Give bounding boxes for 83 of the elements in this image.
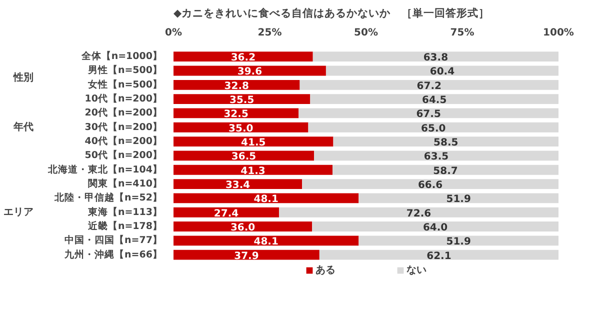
y-tick-label: 近畿【n=178】 bbox=[86, 220, 163, 232]
chart-title: ◆カニをきれいに食べる自信はあるかないか ［単一回答形式］ bbox=[174, 6, 490, 20]
y-tick-label: 40代【n=200】 bbox=[84, 135, 163, 148]
bar bbox=[314, 150, 558, 161]
y-tick-label: 全体【n=1000】 bbox=[80, 50, 163, 62]
x-tick-label: 0% bbox=[165, 28, 182, 38]
bar bbox=[278, 207, 558, 218]
data-label: 48.1 bbox=[254, 236, 278, 248]
y-tick-label: 北陸・甲信越【n=52】 bbox=[54, 192, 163, 204]
bar bbox=[358, 236, 558, 246]
data-label: 63.5 bbox=[424, 152, 449, 163]
bar bbox=[302, 179, 558, 189]
bar bbox=[333, 136, 558, 147]
bar bbox=[312, 222, 558, 232]
data-label: 36.2 bbox=[230, 52, 256, 64]
bar bbox=[174, 164, 333, 175]
y-tick-label: 男性【n=500】 bbox=[86, 64, 163, 76]
data-label: 36.0 bbox=[230, 222, 256, 234]
bar bbox=[174, 94, 310, 104]
data-label: 51.9 bbox=[446, 236, 471, 248]
y-tick-label: 九州・沖縄【n=66】 bbox=[64, 248, 163, 260]
bar bbox=[174, 193, 359, 204]
y-tick-label: 北海道・東北【n=104】 bbox=[46, 163, 163, 176]
bar bbox=[174, 250, 320, 260]
bar bbox=[174, 80, 300, 90]
bar bbox=[358, 193, 558, 204]
x-tick-label: 50% bbox=[354, 28, 378, 38]
data-label: 35.0 bbox=[228, 123, 254, 134]
bar bbox=[298, 108, 558, 118]
bar bbox=[174, 236, 359, 246]
data-label: 66.6 bbox=[418, 180, 443, 192]
y-tick-label: 関東【n=410】 bbox=[88, 178, 163, 190]
x-tick-label: 25% bbox=[258, 28, 282, 38]
data-label: 63.8 bbox=[423, 52, 448, 64]
bar bbox=[310, 94, 558, 104]
data-label: 62.1 bbox=[426, 250, 452, 262]
data-label: 39.6 bbox=[237, 66, 262, 78]
legend-label: ある bbox=[316, 264, 336, 277]
bar bbox=[174, 52, 313, 62]
x-tick-label: 75% bbox=[450, 28, 474, 38]
data-label: 41.3 bbox=[240, 166, 266, 177]
data-label: 32.8 bbox=[224, 80, 250, 92]
data-label: 36.5 bbox=[231, 152, 256, 163]
y-tick-label: 20代【n=200】 bbox=[84, 106, 163, 119]
data-label: 35.5 bbox=[230, 95, 254, 106]
data-label: 67.5 bbox=[416, 109, 441, 120]
data-label: 60.4 bbox=[430, 66, 455, 78]
text: 性別 bbox=[12, 71, 34, 84]
text: エリア bbox=[4, 206, 34, 218]
bar bbox=[326, 66, 558, 76]
data-label: 32.5 bbox=[224, 109, 248, 120]
data-label: 51.9 bbox=[446, 194, 471, 206]
data-label: 58.7 bbox=[433, 166, 458, 177]
bar bbox=[174, 179, 302, 189]
y-tick-label: 30代【n=200】 bbox=[84, 120, 163, 133]
bar bbox=[319, 250, 558, 260]
bar bbox=[174, 136, 334, 147]
bar bbox=[312, 52, 558, 62]
data-label: 65.0 bbox=[421, 123, 446, 134]
data-label: 72.6 bbox=[406, 208, 432, 220]
data-label: 37.9 bbox=[234, 250, 259, 262]
data-label: 27.4 bbox=[214, 208, 239, 220]
data-label: 64.0 bbox=[422, 222, 448, 234]
legend-label: ない bbox=[406, 264, 426, 277]
data-label: 41.5 bbox=[241, 138, 266, 149]
data-label: 67.2 bbox=[416, 80, 442, 92]
data-label: 58.5 bbox=[434, 138, 458, 149]
data-label: 48.1 bbox=[254, 194, 278, 206]
data-label: 64.5 bbox=[422, 95, 447, 106]
y-tick-label: 中国・四国【n=77】 bbox=[64, 234, 163, 246]
y-tick-label: 東海【n=113】 bbox=[86, 206, 163, 218]
x-tick-label: 100% bbox=[543, 28, 574, 38]
bar bbox=[174, 207, 279, 218]
bar bbox=[174, 222, 312, 232]
text: 年代 bbox=[12, 120, 34, 133]
y-tick-label: 女性【n=500】 bbox=[86, 78, 163, 90]
bar bbox=[308, 122, 558, 132]
bar bbox=[332, 164, 558, 175]
data-label: 33.4 bbox=[225, 180, 250, 192]
y-tick-label: 50代【n=200】 bbox=[84, 149, 163, 162]
bar bbox=[300, 80, 558, 90]
bar bbox=[174, 122, 308, 132]
y-tick-label: 10代【n=200】 bbox=[84, 92, 163, 105]
